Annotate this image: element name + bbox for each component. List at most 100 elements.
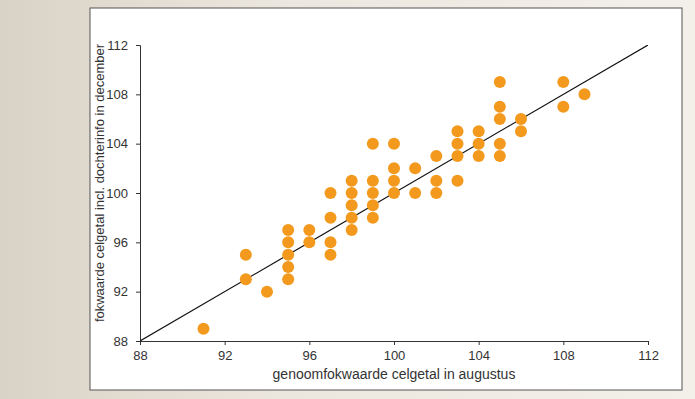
point — [346, 212, 358, 224]
point — [430, 150, 442, 162]
x-tick-label: 96 — [303, 348, 317, 363]
x-tick: 108 — [553, 341, 575, 363]
y-tick-mark — [136, 292, 140, 293]
x-tick-mark — [563, 341, 564, 345]
point — [579, 88, 591, 100]
y-tick-mark — [136, 94, 140, 95]
point — [282, 249, 294, 261]
point — [557, 101, 569, 113]
y-axis-line — [136, 46, 141, 342]
x-tick-mark — [309, 341, 310, 345]
y-tick-label: 92 — [114, 284, 128, 299]
x-tick-label: 92 — [218, 348, 232, 363]
y-tick-mark — [136, 144, 140, 145]
point — [282, 224, 294, 236]
point — [515, 125, 527, 137]
y-tick: 108 — [106, 87, 140, 102]
y-tick-label: 104 — [106, 136, 128, 151]
y-tick: 100 — [106, 186, 140, 201]
x-tick: 88 — [133, 341, 147, 363]
x-tick-label: 112 — [638, 348, 659, 363]
point — [303, 224, 315, 236]
y-tick: 92 — [114, 284, 140, 299]
point — [452, 125, 464, 137]
point — [198, 323, 210, 335]
chart: 88 92 96 100 104 108 112 88 92 96 100 104 108 112 geno… — [0, 0, 695, 399]
y-axis-title: fokwaarde celgetal incl. dochterinfo in … — [92, 43, 107, 322]
point — [452, 150, 464, 162]
x-tick-mark — [225, 341, 226, 345]
point — [473, 125, 485, 137]
point — [494, 76, 506, 88]
x-tick: 92 — [218, 341, 232, 363]
y-tick: 112 — [107, 38, 140, 53]
y-tick-label: 108 — [106, 87, 128, 102]
marks — [140, 45, 648, 341]
point — [282, 236, 294, 248]
y-tick: 88 — [114, 334, 140, 349]
point — [367, 199, 379, 211]
point — [367, 138, 379, 150]
x-tick-label: 104 — [468, 348, 490, 363]
point — [325, 187, 337, 199]
point — [261, 286, 273, 298]
x-tick-mark — [648, 341, 649, 345]
x-tick-label: 108 — [553, 348, 575, 363]
x-tick-label: 100 — [384, 348, 406, 363]
y-tick-mark — [136, 45, 140, 46]
point — [452, 175, 464, 187]
point — [325, 212, 337, 224]
x-axis: 88 92 96 100 104 108 112 — [133, 341, 659, 363]
point — [494, 101, 506, 113]
point — [494, 113, 506, 125]
x-tick: 96 — [303, 341, 317, 363]
point — [367, 175, 379, 187]
point — [515, 113, 527, 125]
point — [494, 138, 506, 150]
point — [409, 187, 421, 199]
point — [409, 162, 421, 174]
y-tick-mark — [136, 341, 140, 342]
y-tick-label: 100 — [106, 186, 128, 201]
y-tick-mark — [136, 193, 140, 194]
point — [430, 187, 442, 199]
point — [303, 236, 315, 248]
point — [452, 138, 464, 150]
point — [388, 162, 400, 174]
point — [367, 212, 379, 224]
point — [346, 175, 358, 187]
point — [388, 187, 400, 199]
point — [367, 187, 379, 199]
y-tick: 96 — [114, 235, 140, 250]
y-axis: 88 92 96 100 104 108 112 — [106, 38, 140, 349]
x-tick-mark — [394, 341, 395, 345]
point — [473, 138, 485, 150]
point — [388, 138, 400, 150]
point — [473, 150, 485, 162]
x-tick-mark — [479, 341, 480, 345]
point — [430, 175, 442, 187]
point — [346, 187, 358, 199]
x-tick: 112 — [638, 341, 659, 363]
point — [240, 249, 252, 261]
point — [282, 273, 294, 285]
reference-line — [140, 45, 648, 341]
point — [388, 175, 400, 187]
x-tick: 100 — [384, 341, 406, 363]
point — [346, 224, 358, 236]
panel — [90, 8, 682, 390]
point — [346, 199, 358, 211]
point — [494, 150, 506, 162]
x-tick-label: 88 — [133, 348, 147, 363]
point — [282, 261, 294, 273]
plot: 88 92 96 100 104 108 112 88 92 96 100 104 108 112 — [106, 38, 659, 364]
y-tick: 104 — [106, 136, 140, 151]
x-axis-title: genoomfokwaarde celgetal in augustus — [273, 366, 516, 382]
point — [557, 76, 569, 88]
y-tick-label: 96 — [114, 235, 128, 250]
point — [325, 249, 337, 261]
x-tick: 104 — [468, 341, 490, 363]
point — [240, 273, 252, 285]
point — [325, 236, 337, 248]
x-axis-line — [141, 342, 649, 346]
